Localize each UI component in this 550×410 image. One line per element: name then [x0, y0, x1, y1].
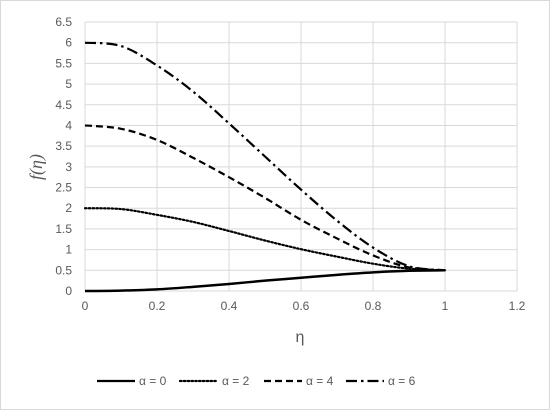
x-tick-label: 0: [82, 299, 89, 313]
x-axis-title: η: [296, 329, 305, 346]
x-tick-labels: 0 0.2 0.4 0.6 0.8 1 1.2: [82, 299, 526, 313]
x-tick-label: 1.2: [509, 299, 526, 313]
y-tick-label: 5: [65, 77, 72, 91]
y-tick-label: 4: [65, 118, 72, 132]
legend: α = 0 α = 2 α = 4 α = 6: [97, 374, 416, 388]
x-tick-label: 0.2: [149, 299, 166, 313]
series-lines: [83, 41, 447, 293]
y-tick-labels: 0 0.5 1 1.5 2 2.5 3 3.5 4 4.5 5 5.5 6 6.5: [55, 15, 72, 298]
y-tick-label: 2: [65, 201, 72, 215]
legend-label-0: α = 0: [139, 374, 167, 388]
y-tick-label: 0.5: [55, 263, 72, 277]
y-tick-label: 1: [65, 243, 72, 257]
x-tick-label: 1: [442, 299, 449, 313]
y-axis-title: f(η): [26, 154, 47, 180]
legend-label-1: α = 2: [222, 374, 250, 388]
y-tick-label: 4.5: [55, 98, 72, 112]
x-tick-label: 0.8: [365, 299, 382, 313]
y-tick-label: 0: [65, 284, 72, 298]
y-tick-label: 3: [65, 160, 72, 174]
y-tick-label: 5.5: [55, 56, 72, 70]
x-tick-label: 0.4: [221, 299, 238, 313]
series-line-0: [84, 269, 446, 293]
series-line-3: [84, 41, 446, 272]
y-tick-label: 6.5: [55, 15, 72, 29]
gridlines: [84, 21, 518, 292]
y-tick-label: 2.5: [55, 181, 72, 195]
series-line-2: [84, 124, 446, 272]
x-tick-label: 0.6: [293, 299, 310, 313]
y-tick-label: 1.5: [55, 222, 72, 236]
y-tick-label: 6: [65, 36, 72, 50]
legend-label-2: α = 4: [306, 374, 334, 388]
y-tick-label: 3.5: [55, 139, 72, 153]
series-line-1: [83, 207, 447, 272]
legend-label-3: α = 6: [388, 374, 416, 388]
